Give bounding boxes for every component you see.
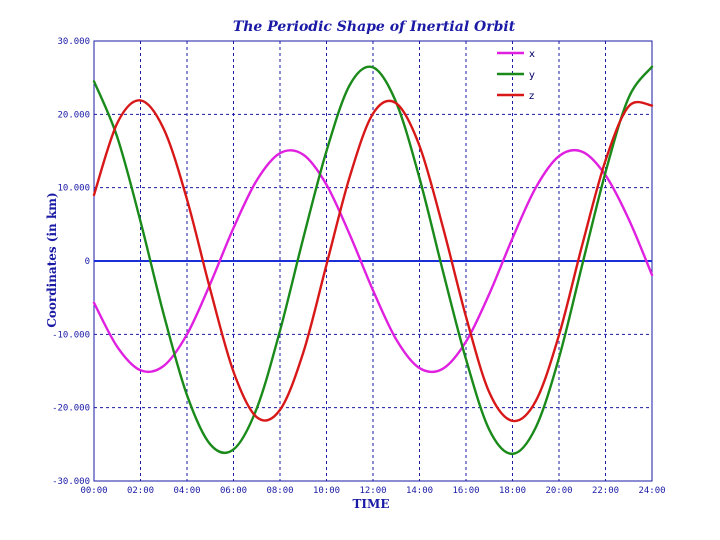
legend-label-z: z: [529, 91, 534, 102]
y-tick-label: -10.000: [52, 330, 90, 340]
x-tick-label: 22:00: [592, 486, 619, 496]
x-tick-label: 10:00: [313, 486, 340, 496]
x-tick-label: 06:00: [220, 486, 247, 496]
x-tick-label: 18:00: [499, 486, 526, 496]
series-line-x: [92, 148, 654, 374]
chart-title: The Periodic Shape of Inertial Orbit: [233, 19, 516, 35]
x-tick-label: 04:00: [173, 486, 200, 496]
y-tick-label: 10.000: [57, 184, 90, 194]
y-tick-label: 0: [85, 257, 90, 267]
y-axis-label: Coordinates (in km): [45, 192, 59, 327]
y-tick-label: -30.000: [52, 477, 90, 487]
series-line-y: [92, 65, 654, 456]
legend-label-x: x: [529, 49, 535, 60]
x-tick-label: 00:00: [80, 486, 107, 496]
y-tick-label: 20.000: [57, 110, 90, 120]
x-tick-label: 16:00: [452, 486, 479, 496]
y-tick-label: 30.000: [57, 37, 90, 47]
x-tick-label: 20:00: [545, 486, 572, 496]
x-tick-label: 14:00: [406, 486, 433, 496]
x-axis-label: TIME: [353, 497, 390, 511]
series-layer: [92, 65, 654, 456]
x-tick-label: 08:00: [266, 486, 293, 496]
x-tick-label: 02:00: [127, 486, 154, 496]
x-tick-label: 24:00: [638, 486, 665, 496]
y-tick-label: -20.000: [52, 404, 90, 414]
legend-label-y: y: [529, 70, 535, 81]
tick-labels: 30.000 20.000 10.000 0 -10.000 -20.000 -30.000…: [52, 37, 665, 496]
series-line-z: [92, 99, 654, 423]
x-tick-label: 12:00: [359, 486, 386, 496]
legend: xyz: [497, 49, 535, 102]
